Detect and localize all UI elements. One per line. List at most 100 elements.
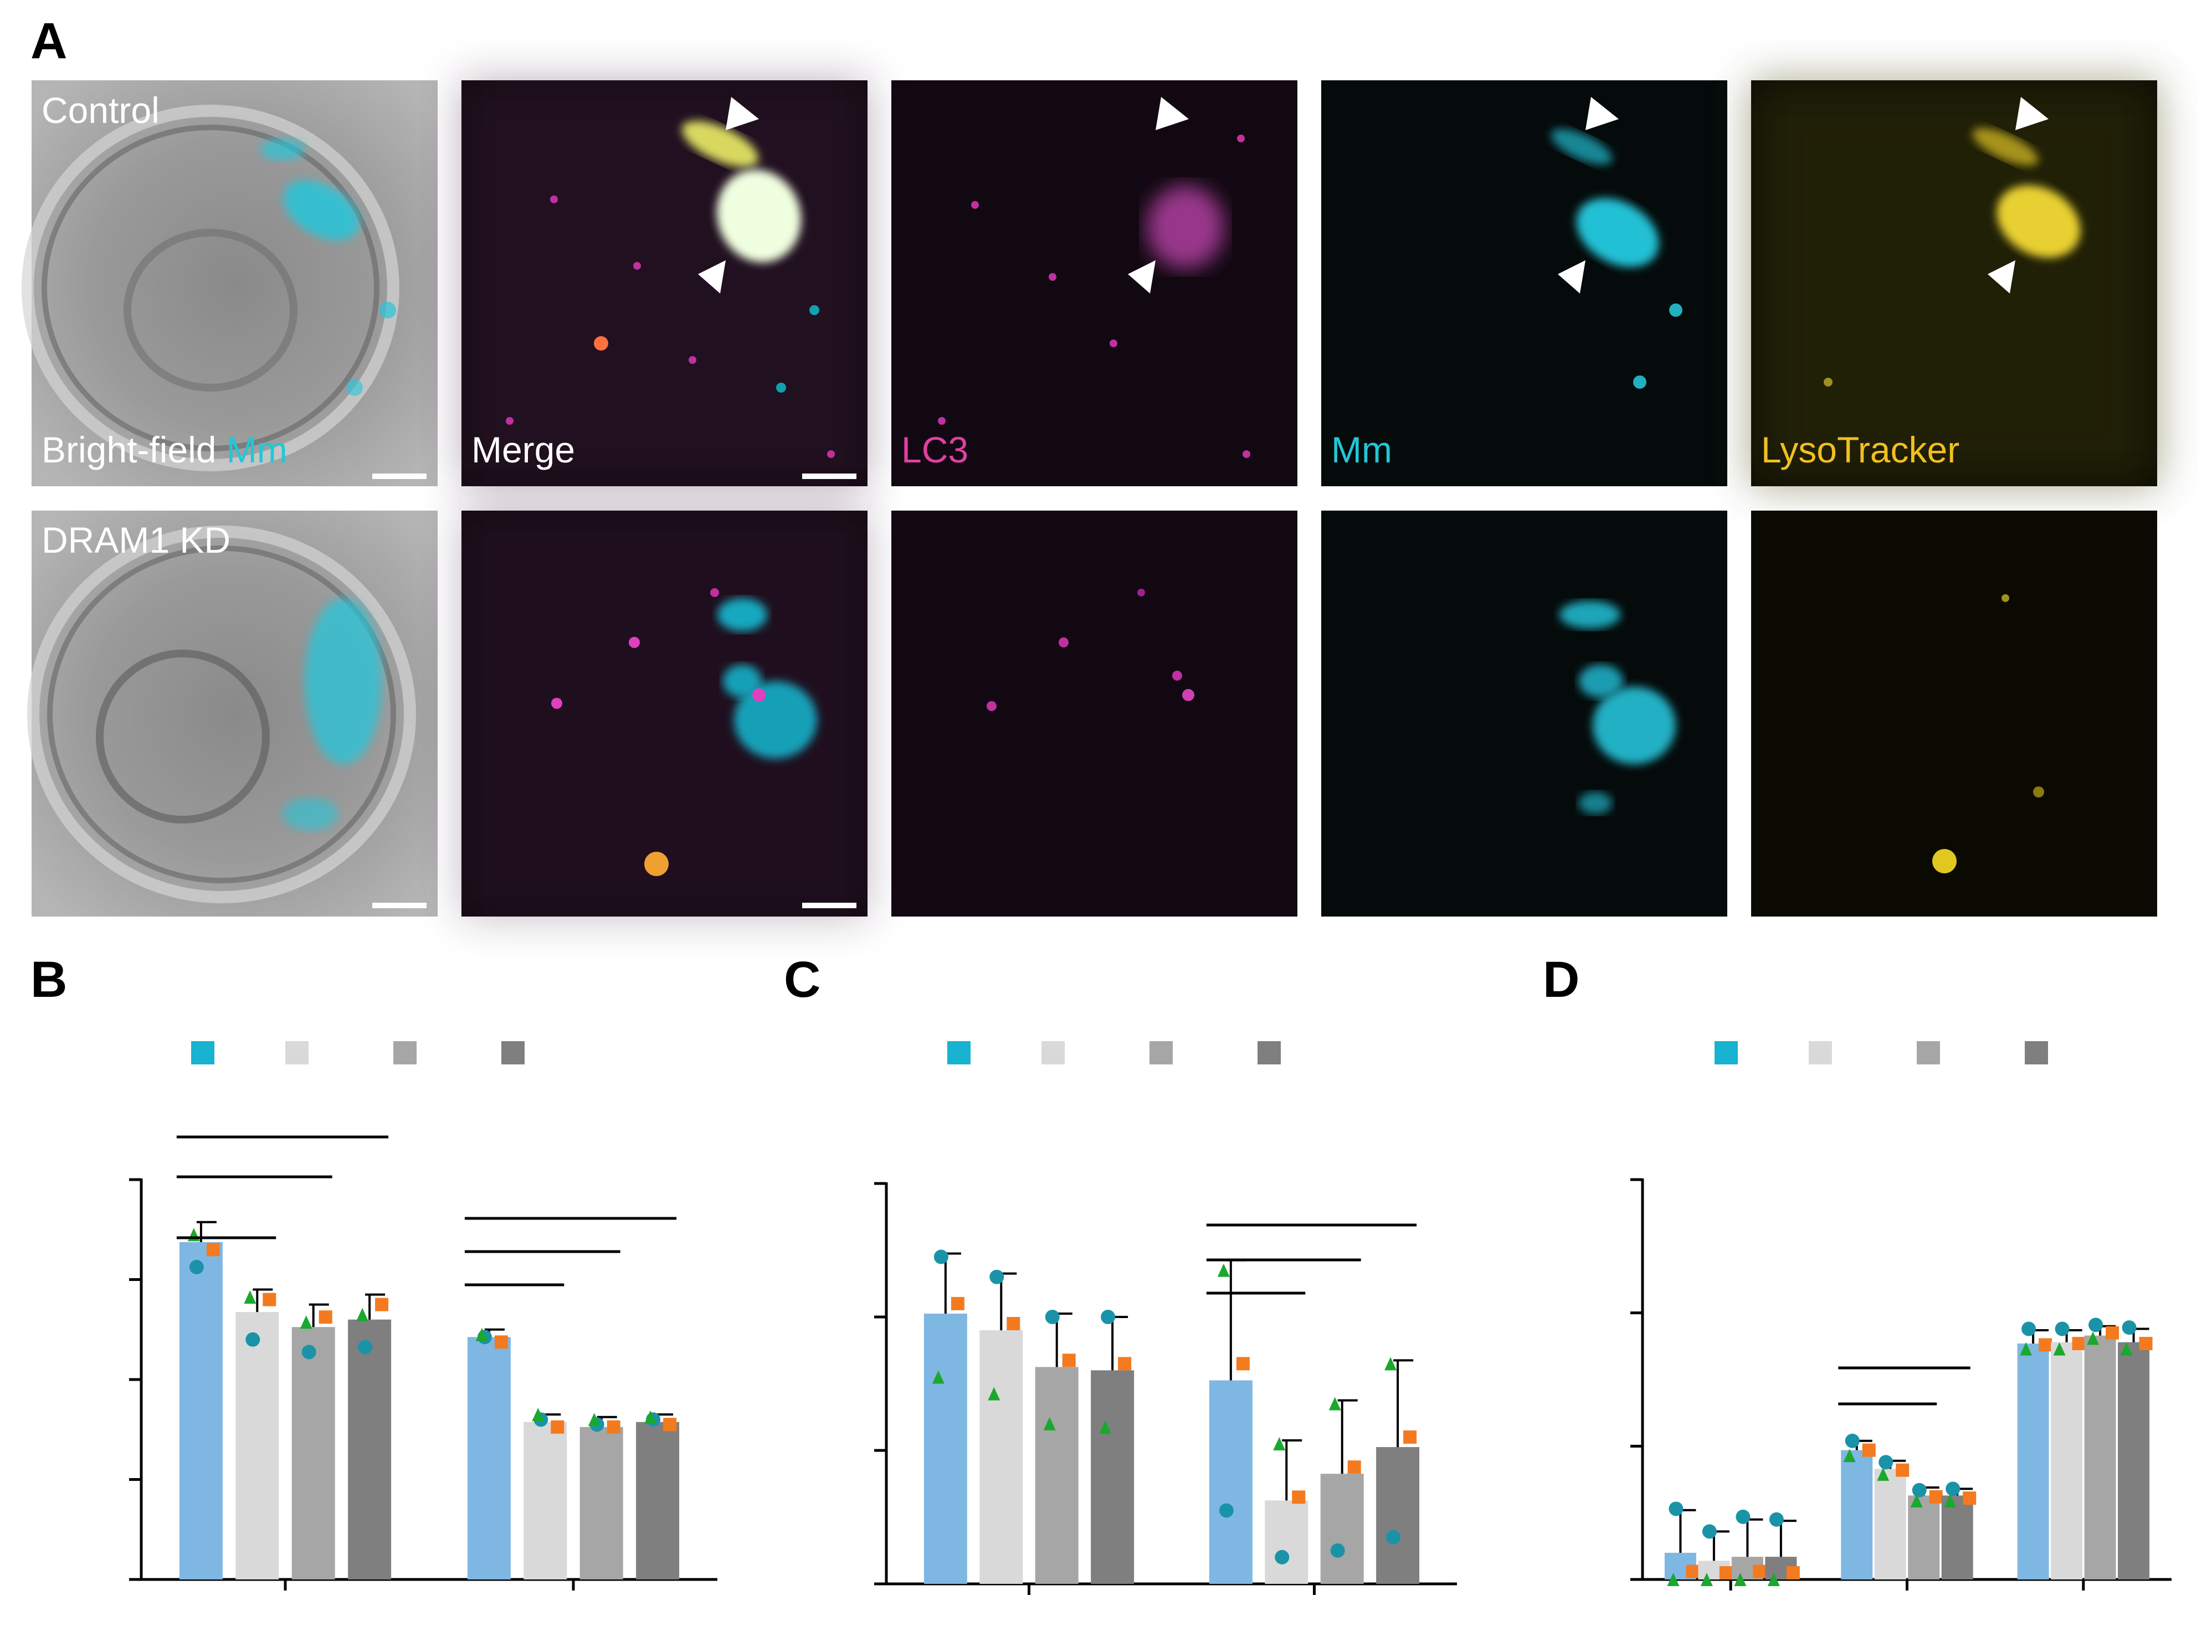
bar-kd3: [636, 1422, 680, 1579]
point-triangle: [1667, 1573, 1680, 1586]
point-triangle: [1767, 1573, 1780, 1586]
point-square: [663, 1418, 677, 1432]
point-square: [2072, 1337, 2086, 1351]
point-circle: [1219, 1503, 1234, 1518]
point-square: [1347, 1460, 1361, 1474]
panel-letter-c: C: [784, 951, 820, 1008]
point-triangle: [2053, 1342, 2066, 1356]
image-lysotracker-dram1: [1751, 511, 2157, 917]
point-square: [607, 1420, 620, 1434]
image-mm-dram1: [1321, 511, 1727, 917]
point-square: [1896, 1463, 1910, 1477]
point-square: [319, 1310, 332, 1324]
col-label-mm: Mm: [1331, 429, 1392, 470]
legend-swatch-ctrl: [947, 1041, 971, 1064]
point-square: [1929, 1490, 1943, 1504]
bar-ctrl: [1841, 1450, 1873, 1579]
bar-kd3: [1941, 1495, 1973, 1579]
col-label-merge: Merge: [471, 429, 575, 470]
image-brightfield-dram1: [27, 511, 438, 917]
legend-swatch-kd1: [1041, 1041, 1065, 1064]
point-square: [1062, 1353, 1076, 1367]
point-triangle: [588, 1413, 601, 1427]
point-circle: [2088, 1318, 2103, 1332]
bar-kd2: [1908, 1495, 1940, 1579]
point-triangle: [644, 1410, 657, 1424]
point-square: [2039, 1338, 2052, 1352]
row-label-dram1-kd: DRAM1 KD: [42, 519, 230, 560]
bar-kd3: [348, 1319, 392, 1579]
point-triangle: [532, 1408, 545, 1422]
point-triangle: [300, 1315, 312, 1329]
point-triangle: [356, 1308, 369, 1321]
point-square: [1786, 1566, 1800, 1579]
point-triangle: [244, 1290, 256, 1304]
point-circle: [1946, 1481, 1960, 1496]
point-square: [206, 1243, 220, 1257]
chart-overall-lc3-lysotracker: [129, 1041, 717, 1591]
row-label-control: Control: [42, 90, 160, 131]
point-triangle: [2020, 1342, 2033, 1356]
point-triangle: [1944, 1494, 1957, 1508]
point-triangle: [1734, 1573, 1747, 1586]
bar-kd2: [1035, 1367, 1079, 1584]
point-circle: [989, 1269, 1004, 1284]
point-square: [494, 1335, 508, 1349]
bar-kd2: [1320, 1474, 1364, 1584]
point-triangle: [2087, 1331, 2100, 1345]
point-square: [1862, 1443, 1876, 1457]
image-lysotracker-control: [1751, 80, 2157, 486]
point-triangle: [1877, 1467, 1890, 1481]
point-circle: [1101, 1310, 1116, 1324]
legend-swatch-kd2: [1149, 1041, 1173, 1064]
point-triangle: [1273, 1437, 1286, 1450]
point-triangle: [1843, 1449, 1856, 1463]
image-mm-control: [1321, 80, 1727, 486]
bar-kd1: [235, 1312, 279, 1579]
legend-swatch-kd3: [2025, 1041, 2048, 1064]
bar-kd3: [2118, 1342, 2150, 1579]
point-square: [551, 1420, 564, 1434]
chart-different-lc3-patterns: [874, 1041, 1457, 1595]
point-square: [1719, 1566, 1733, 1579]
point-triangle: [1910, 1494, 1923, 1508]
point-circle: [2055, 1321, 2070, 1336]
point-square: [1236, 1357, 1250, 1371]
bar-ctrl: [2017, 1344, 2049, 1579]
bar-kd1: [1265, 1500, 1308, 1584]
point-square: [375, 1298, 389, 1311]
panel-letter-b: B: [30, 951, 67, 1008]
col-label-lysotracker: LysoTracker: [1761, 429, 1959, 470]
point-square: [1753, 1564, 1767, 1578]
point-triangle: [988, 1387, 1000, 1401]
point-circle: [1386, 1530, 1401, 1545]
legend-swatch-kd1: [285, 1041, 309, 1064]
point-circle: [1330, 1543, 1345, 1558]
point-square: [1292, 1490, 1306, 1504]
point-circle: [2021, 1321, 2036, 1336]
point-square: [1686, 1564, 1700, 1578]
bar-kd3: [1376, 1447, 1420, 1584]
col-label-brightfield-text: Bright-field: [42, 429, 216, 470]
legend-swatch-kd3: [1258, 1041, 1281, 1064]
bar-ctrl: [179, 1242, 223, 1579]
point-square: [2139, 1337, 2153, 1351]
point-triangle: [1217, 1263, 1230, 1277]
point-triangle: [932, 1370, 945, 1384]
panel-letter-a: A: [30, 13, 67, 69]
point-triangle: [187, 1228, 200, 1242]
point-triangle: [1700, 1573, 1713, 1586]
point-circle: [1669, 1501, 1684, 1516]
point-circle: [1045, 1310, 1060, 1324]
chart-lysotracker-labelled-lc3-patterns: [1630, 1041, 2172, 1591]
bar-kd2: [291, 1327, 335, 1579]
point-triangle: [2120, 1342, 2133, 1356]
legend-swatch-ctrl: [191, 1041, 214, 1064]
bar-ctrl: [1209, 1380, 1253, 1584]
microscopy-grid: Control Bright-field Mm Merge LC3 Mm Lys…: [22, 80, 2157, 917]
panel-letter-d: D: [1543, 951, 1579, 1008]
image-merge-control: [461, 80, 868, 486]
point-square: [1963, 1491, 1977, 1505]
image-lc3-control: [891, 80, 1297, 486]
